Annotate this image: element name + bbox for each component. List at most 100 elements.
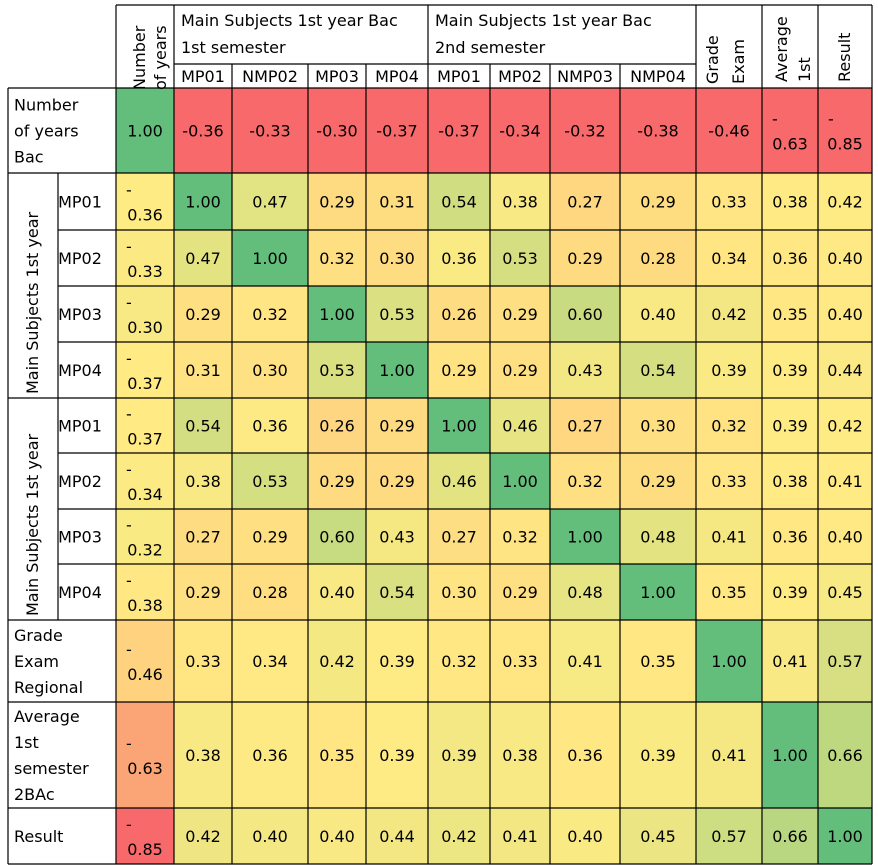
cell-value: 0.42 xyxy=(711,305,747,324)
cell-value: -0.46 xyxy=(708,122,749,141)
heat-cell xyxy=(366,88,428,173)
row-group-label: Main Subjects 1st year xyxy=(23,433,42,616)
cell-value: 0.46 xyxy=(441,472,477,491)
header-subcolumn: MP02 xyxy=(498,67,542,86)
heat-cell xyxy=(696,620,762,702)
cell-value: 0.30 xyxy=(252,361,288,380)
heat-cell xyxy=(116,398,174,453)
cell-value: 0.54 xyxy=(185,417,221,436)
heat-cell xyxy=(366,173,428,230)
cell-value: 0.32 xyxy=(127,541,163,560)
heat-cell xyxy=(308,620,366,702)
cell-value: 0.48 xyxy=(640,528,676,547)
heat-cell xyxy=(116,173,174,230)
heat-cell xyxy=(620,173,696,230)
heat-cell xyxy=(428,564,490,620)
heat-cell xyxy=(116,702,174,808)
heat-cell xyxy=(174,286,232,342)
cell-value: 0.53 xyxy=(252,472,288,491)
cell-value: 0.26 xyxy=(319,417,355,436)
heat-cell xyxy=(174,453,232,509)
cell-value: 0.35 xyxy=(319,746,355,765)
cell-value: 0.39 xyxy=(772,361,808,380)
cell-value-sign: - xyxy=(126,734,132,753)
heat-cell xyxy=(490,88,550,173)
heat-cell xyxy=(762,286,818,342)
heat-cell xyxy=(428,509,490,564)
heat-cell xyxy=(818,620,872,702)
cell-value: 0.29 xyxy=(185,583,221,602)
heat-cell xyxy=(308,702,366,808)
heat-cell xyxy=(174,702,232,808)
cell-value: 0.39 xyxy=(441,746,477,765)
heat-cell xyxy=(116,453,174,509)
heat-cell xyxy=(174,808,232,864)
heat-cell xyxy=(174,564,232,620)
heat-cell xyxy=(366,620,428,702)
cell-value: 0.54 xyxy=(379,583,415,602)
cell-value: -0.37 xyxy=(376,122,417,141)
cell-value: 0.40 xyxy=(827,528,863,547)
grid-lines xyxy=(7,4,873,865)
cell-value: 0.35 xyxy=(711,583,747,602)
heat-cell xyxy=(490,564,550,620)
cell-value: 0.45 xyxy=(640,827,676,846)
cell-value: 0.57 xyxy=(711,827,747,846)
heat-cell xyxy=(620,702,696,808)
heat-cell xyxy=(762,564,818,620)
cell-value: 0.36 xyxy=(772,249,808,268)
heat-cell xyxy=(428,286,490,342)
cell-value: 1.00 xyxy=(127,122,163,141)
heat-cell xyxy=(116,88,174,173)
cell-value: -0.33 xyxy=(249,122,290,141)
cell-value: 0.29 xyxy=(319,193,355,212)
row-label: Exam xyxy=(14,652,59,671)
cell-value: 0.39 xyxy=(711,361,747,380)
heat-cell xyxy=(308,564,366,620)
heat-cell xyxy=(366,398,428,453)
cell-value: 0.36 xyxy=(252,417,288,436)
heat-cell xyxy=(762,620,818,702)
heat-cell xyxy=(818,702,872,808)
cell-value: 0.32 xyxy=(711,417,747,436)
row-label: Average xyxy=(14,707,80,726)
heat-cell xyxy=(308,808,366,864)
header-subcolumn: MP01 xyxy=(181,67,225,86)
row-label: MP01 xyxy=(58,193,102,212)
cell-value: 0.39 xyxy=(379,652,415,671)
cell-value: 0.36 xyxy=(441,249,477,268)
header-subcolumn: MP03 xyxy=(315,67,359,86)
heat-cell xyxy=(174,342,232,398)
header-subcolumn: MP01 xyxy=(437,67,481,86)
heat-cell xyxy=(174,509,232,564)
cell-value: 0.46 xyxy=(127,665,163,684)
cell-value: 0.38 xyxy=(185,472,221,491)
cell-value: 0.63 xyxy=(772,135,808,154)
cell-value: -0.37 xyxy=(438,122,479,141)
heat-cell xyxy=(490,342,550,398)
heat-cell xyxy=(232,702,308,808)
cell-value: 0.54 xyxy=(640,361,676,380)
header-group-2nd-semester: 2nd semester xyxy=(435,38,546,57)
heat-cell xyxy=(308,342,366,398)
heat-cell xyxy=(696,88,762,173)
cell-value: 0.39 xyxy=(772,417,808,436)
heat-cell xyxy=(174,173,232,230)
heat-cell xyxy=(762,808,818,864)
cell-value: 1.00 xyxy=(441,417,477,436)
heat-cell xyxy=(308,173,366,230)
header-number-of-years: of years xyxy=(151,25,170,90)
heat-cell xyxy=(232,808,308,864)
cell-value: 1.00 xyxy=(772,746,808,765)
cell-value: 1.00 xyxy=(567,528,603,547)
cell-value: 0.31 xyxy=(185,361,221,380)
heat-cell xyxy=(550,808,620,864)
row-label: MP03 xyxy=(58,528,102,547)
heat-cell xyxy=(696,509,762,564)
heat-cell xyxy=(696,564,762,620)
cell-value: 0.60 xyxy=(319,528,355,547)
heat-cell xyxy=(620,88,696,173)
cell-value: 0.34 xyxy=(252,652,288,671)
heat-cell xyxy=(428,88,490,173)
